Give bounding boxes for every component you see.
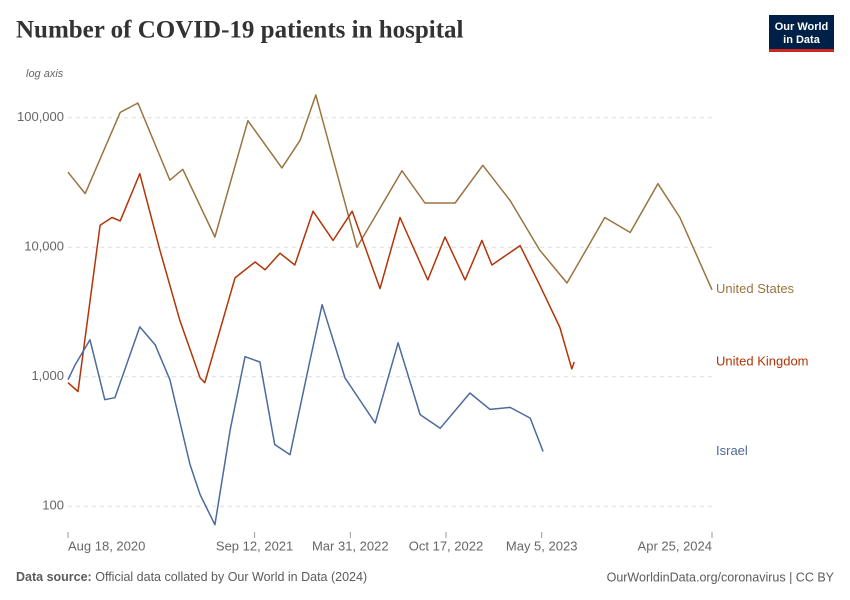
source-text: Official data collated by Our World in D…	[95, 570, 367, 584]
series-line	[67, 303, 544, 526]
series-line	[67, 94, 713, 291]
logo-text: in Data	[783, 34, 821, 46]
logo	[769, 15, 834, 52]
y-tick-label: 100	[42, 498, 64, 513]
series-label: United Kingdom	[716, 353, 809, 368]
x-tick-label: Apr 25, 2024	[638, 538, 712, 553]
series-label: United States	[716, 281, 795, 296]
x-tick-label: Oct 17, 2022	[409, 538, 483, 553]
footer-link: OurWorldinData.org/coronavirus | CC BY	[607, 570, 835, 584]
x-tick-label: Aug 18, 2020	[68, 538, 145, 553]
x-tick-label: Mar 31, 2022	[312, 538, 389, 553]
series-label: Israel	[716, 443, 748, 458]
chart-title: Number of COVID-19 patients in hospital	[16, 17, 464, 44]
x-tick-label: May 5, 2023	[506, 538, 578, 553]
y-tick-label: 10,000	[24, 239, 64, 254]
source-label: Data source:	[16, 570, 92, 584]
y-tick-label: 1,000	[31, 368, 64, 383]
series-line	[67, 172, 575, 393]
logo-bar	[769, 49, 834, 52]
x-tick-label: Sep 12, 2021	[216, 538, 293, 553]
source: Data source: Official data collated by O…	[16, 570, 367, 584]
logo-text: Our World	[775, 21, 829, 33]
y-tick-label: 100,000	[17, 109, 64, 124]
axis-note: log axis	[26, 68, 64, 80]
